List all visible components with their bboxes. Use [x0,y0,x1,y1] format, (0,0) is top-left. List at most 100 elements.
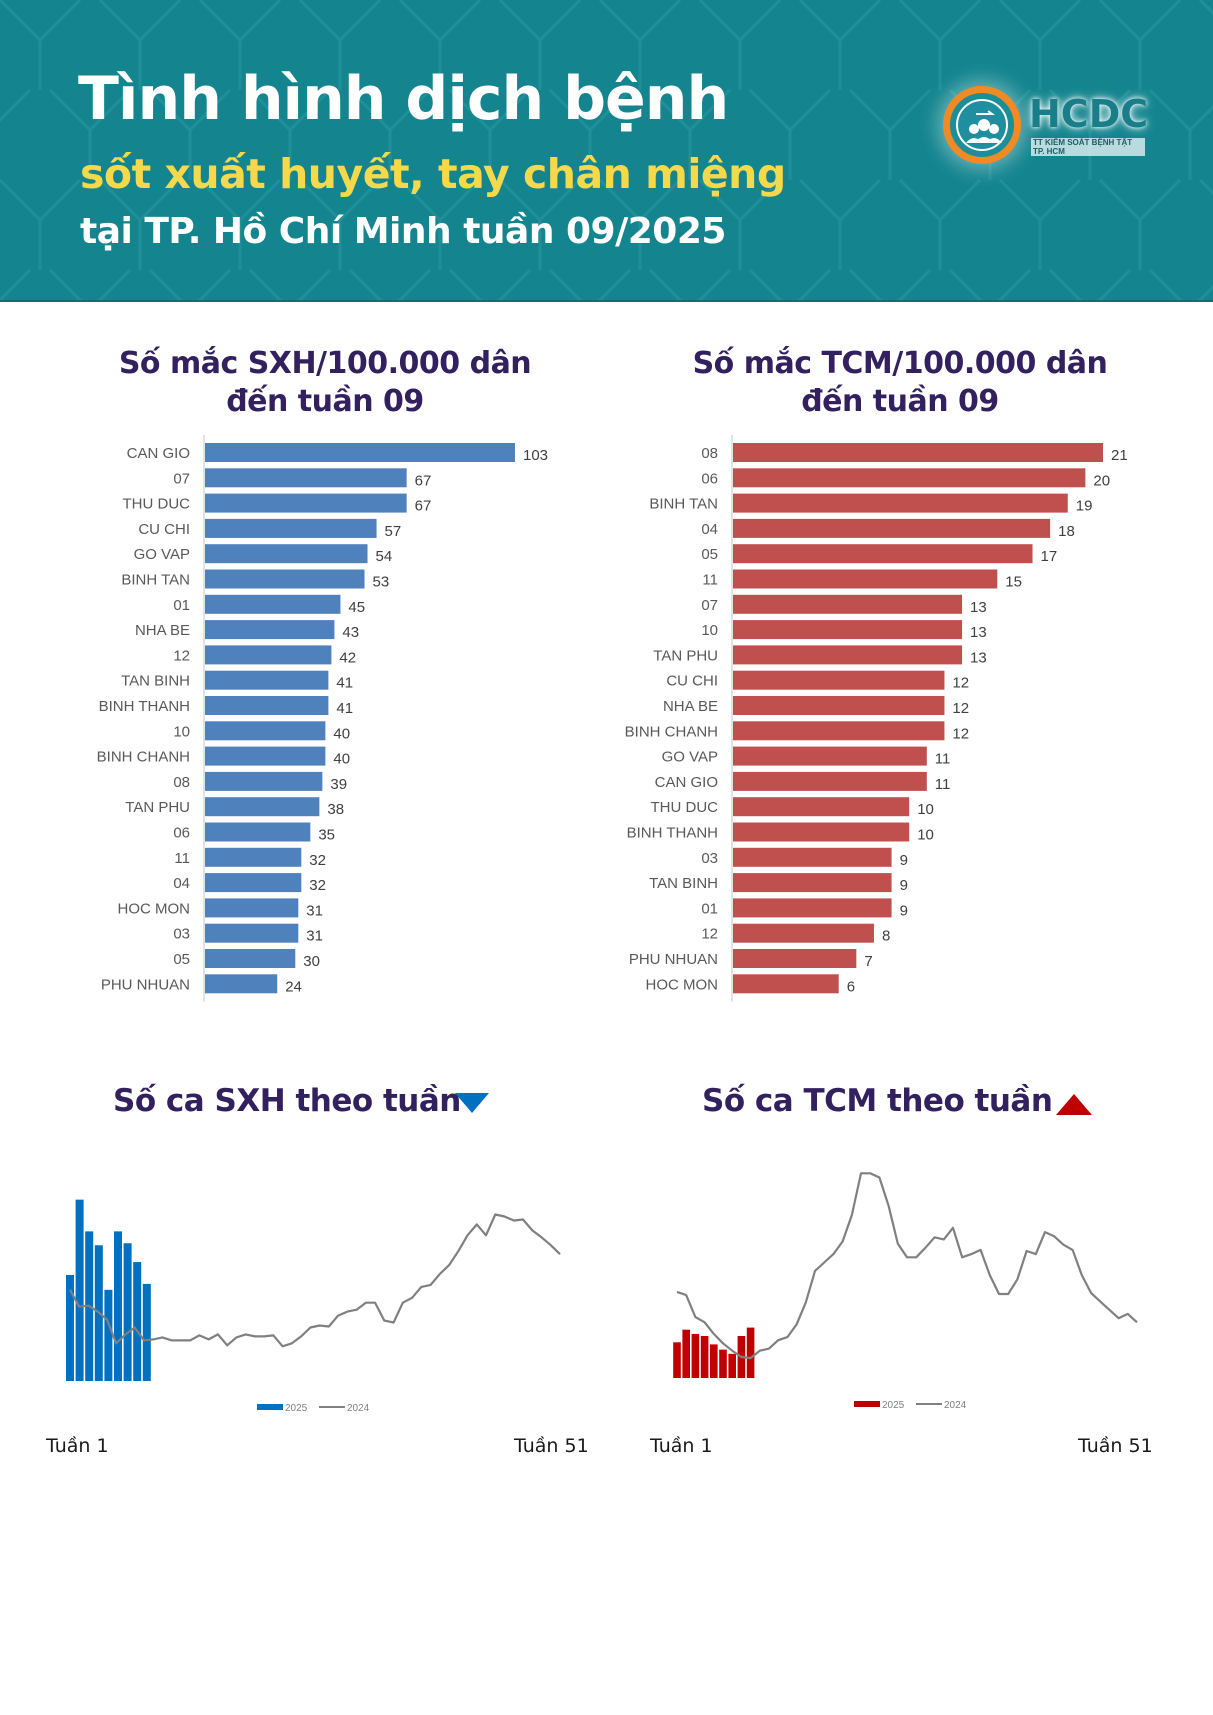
tcm-rate-bar [733,721,945,741]
tcm-rate-bar [733,898,892,918]
sxh-rate-title-line1: Số mắc SXH/100.000 dân [118,346,532,381]
sxh-rate-category-label: BINH THANH [99,698,190,715]
sxh-rate-value-label: 39 [330,776,347,793]
tcm-weekly-bar-2025 [691,1333,700,1378]
sxh-rate-category-label: 11 [174,850,190,867]
tcm-rate-title-line2: đến tuần 09 [801,384,999,419]
sxh-weekly-line-2024 [69,1213,561,1348]
tcm-rate-bar [733,468,1086,488]
tcm-rate-category-label: TAN PHU [653,647,718,664]
sxh-rate-value-label: 38 [327,801,344,818]
tcm-weekly-chart: 2025 2024 [606,1140,1213,1435]
tcm-rate-value-label: 8 [882,928,890,945]
sxh-rate-category-label: CAN GIO [127,445,190,462]
tcm-rate-value-label: 20 [1093,472,1110,489]
tcm-rate-category-label: TAN BINH [649,875,718,892]
sxh-rate-value-label: 54 [376,548,393,565]
header-divider [0,300,1213,302]
tcm-rate-bar [733,949,857,968]
sxh-rate-title-line2: đến tuần 09 [226,384,424,419]
tcm-rate-category-label: BINH CHANH [625,723,718,740]
tcm-rate-title: Số mắc TCM/100.000 dân đến tuần 09 [655,345,1145,421]
sxh-rate-bar [205,569,365,589]
sxh-rate-bar [205,443,515,462]
tcm-weekly-line-2024 [676,1172,1138,1360]
tcm-rate-value-label: 9 [900,852,908,869]
tcm-rate-bar [733,443,1103,462]
tcm-rate-value-label: 13 [970,599,987,616]
sxh-rate-category-label: TAN PHU [125,799,190,816]
tcm-rate-value-label: 9 [900,877,908,894]
sxh-rate-category-label: PHU NHUAN [101,976,190,993]
sxh-rate-bar [205,746,326,766]
sxh-rate-value-label: 35 [318,827,335,844]
sxh-rate-bar [205,544,368,564]
tcm-rate-category-label: 01 [701,900,718,917]
sxh-weekly-title: Số ca SXH theo tuần [113,1083,461,1119]
sxh-rate-value-label: 32 [309,877,326,894]
tcm-rate-bar [733,544,1033,564]
sxh-rate-value-label: 24 [285,978,302,995]
tcm-rate-category-label: 08 [701,445,718,462]
logo-text: HCDC [1029,92,1149,136]
sxh-rate-bar [205,468,407,488]
sxh-weekly-bar-2025 [104,1289,113,1381]
tcm-rate-category-label: CAN GIO [655,774,718,791]
tcm-rate-value-label: 18 [1058,523,1075,540]
sxh-rate-category-label: 08 [173,774,190,791]
tcm-rate-value-label: 12 [952,675,969,692]
trend-up-icon [1056,1094,1092,1115]
sxh-rate-title: Số mắc SXH/100.000 dân đến tuần 09 [80,345,570,421]
sxh-week-start-label: Tuần 1 [46,1435,109,1457]
tcm-rate-category-label: 04 [701,521,718,538]
tcm-rate-category-label: 07 [701,597,718,614]
tcm-weekly-bar-2025 [673,1342,681,1378]
sxh-weekly-bar-2025 [114,1231,122,1381]
header-pattern [0,0,1213,302]
sxh-rate-value-label: 42 [339,649,356,666]
tcm-rate-bar [733,797,910,817]
sxh-week-end-label: Tuần 51 [514,1435,589,1457]
sxh-weekly-bar-2025 [75,1199,84,1381]
tcm-rate-bar [733,974,839,994]
sxh-rate-bar [205,873,302,893]
logo-subtext: TT KIỂM SOÁT BỆNH TẬT TP. HCM [1031,138,1145,156]
sxh-rate-value-label: 30 [303,953,320,970]
tcm-rate-bar [733,620,963,640]
tcm-weekly-bar-2025 [682,1329,690,1378]
tcm-rate-category-label: BINH THANH [627,825,718,842]
sxh-rate-value-label: 40 [333,751,350,768]
sxh-rate-category-label: 12 [173,647,190,664]
page-subtitle-location-week: tại TP. Hồ Chí Minh tuần 09/2025 [80,211,726,252]
tcm-rate-category-label: HOC MON [646,976,719,993]
sxh-rate-chart: CAN GIO 103 07 67 THU DUC 67 CU CHI 57 GO VAP 54 B… [0,435,600,1060]
sxh-rate-category-label: 10 [173,723,190,740]
sxh-rate-bar [205,923,299,943]
sxh-rate-value-label: 31 [306,928,323,945]
sxh-rate-bar [205,847,302,867]
sxh-rate-value-label: 31 [306,902,323,919]
trend-down-icon [455,1093,489,1113]
tcm-rate-value-label: 10 [917,827,934,844]
sxh-rate-bar [205,797,320,817]
sxh-weekly-chart-svg: 2025 2024 [66,1199,561,1414]
tcm-rate-category-label: 05 [701,546,718,563]
tcm-week-start-label: Tuần 1 [650,1435,713,1457]
tcm-rate-category-label: BINH TAN [649,496,718,513]
sxh-rate-value-label: 43 [342,624,359,641]
tcm-rate-value-label: 17 [1041,548,1058,565]
tcm-rate-value-label: 11 [935,751,951,768]
tcm-rate-category-label: 11 [702,572,718,589]
sxh-rate-bar [205,771,323,791]
tcm-rate-category-label: 10 [701,622,718,639]
tcm-rate-category-label: CU CHI [666,673,718,690]
sxh-rate-bar [205,493,407,513]
tcm-rate-value-label: 13 [970,649,987,666]
sxh-rate-bar [205,822,311,842]
sxh-rate-chart-svg: CAN GIO 103 07 67 THU DUC 67 CU CHI 57 GO VAP 54 B… [97,435,548,1002]
tcm-rate-bar [733,771,927,791]
sxh-rate-category-label: GO VAP [134,546,190,563]
tcm-rate-bar [733,847,892,867]
sxh-rate-category-label: 05 [173,951,190,968]
tcm-weekly-legend-2025-swatch [854,1401,880,1407]
